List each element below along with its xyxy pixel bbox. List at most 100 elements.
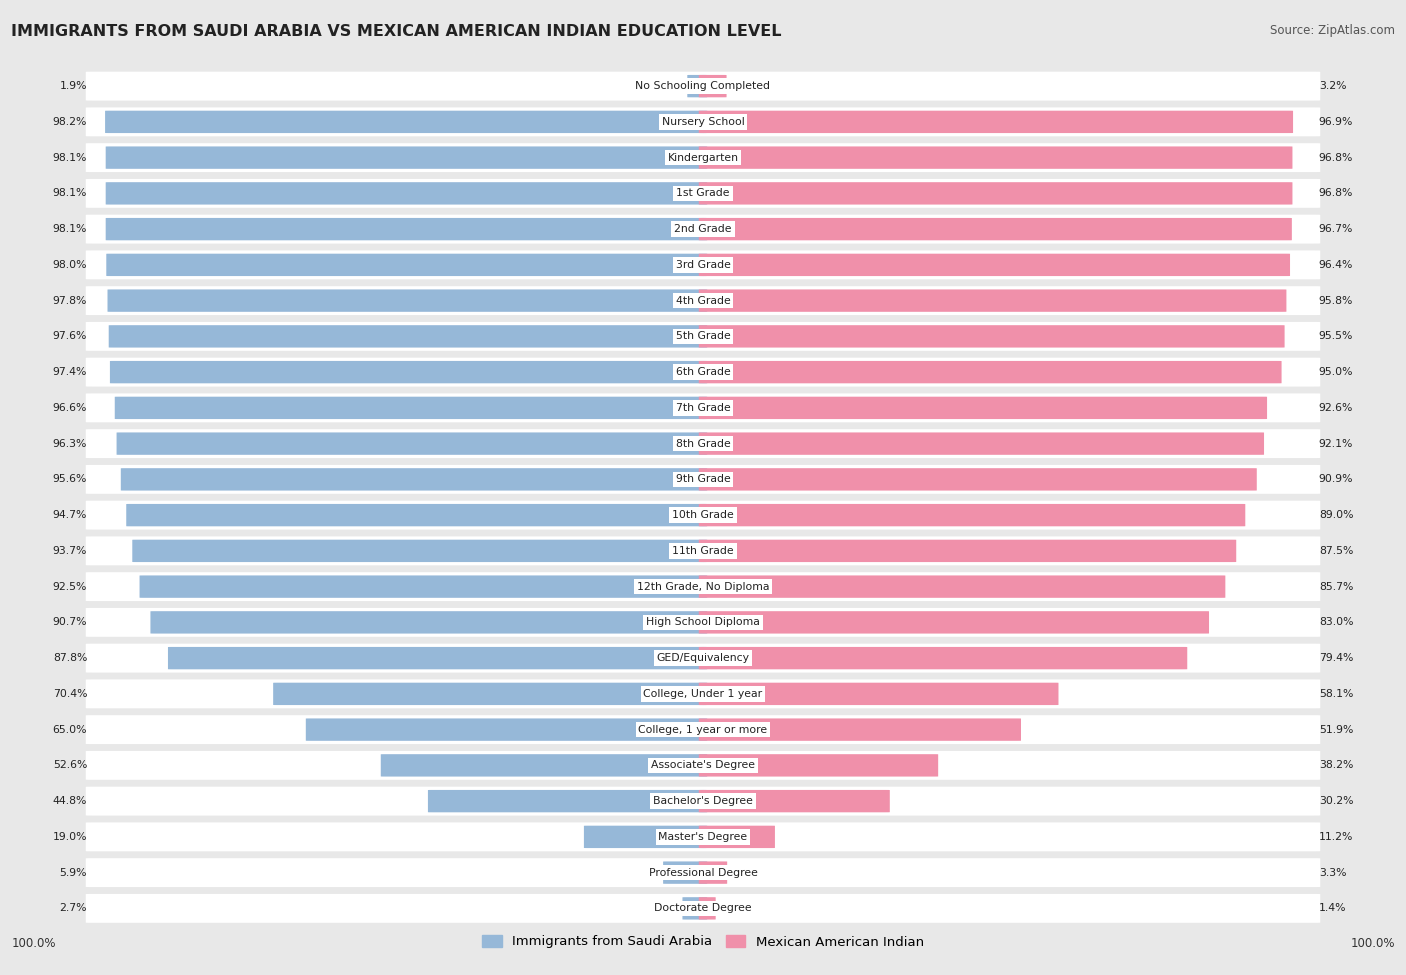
- Text: 1.9%: 1.9%: [59, 81, 87, 91]
- FancyBboxPatch shape: [699, 647, 1187, 669]
- Text: 96.8%: 96.8%: [1319, 188, 1353, 198]
- Text: Master's Degree: Master's Degree: [658, 832, 748, 841]
- FancyBboxPatch shape: [86, 751, 1320, 780]
- FancyBboxPatch shape: [682, 897, 707, 919]
- Text: 97.8%: 97.8%: [53, 295, 87, 305]
- Text: 92.5%: 92.5%: [53, 582, 87, 592]
- FancyBboxPatch shape: [699, 397, 1267, 419]
- FancyBboxPatch shape: [86, 72, 1320, 100]
- FancyBboxPatch shape: [305, 719, 707, 741]
- FancyBboxPatch shape: [105, 146, 707, 169]
- Text: 1.4%: 1.4%: [1319, 904, 1347, 914]
- FancyBboxPatch shape: [150, 611, 707, 634]
- Text: 52.6%: 52.6%: [53, 760, 87, 770]
- Text: 5th Grade: 5th Grade: [676, 332, 730, 341]
- Text: 90.7%: 90.7%: [52, 617, 87, 627]
- FancyBboxPatch shape: [381, 755, 707, 776]
- Text: Professional Degree: Professional Degree: [648, 868, 758, 878]
- FancyBboxPatch shape: [699, 755, 938, 776]
- FancyBboxPatch shape: [688, 75, 707, 98]
- Text: 96.9%: 96.9%: [1319, 117, 1353, 127]
- FancyBboxPatch shape: [86, 179, 1320, 208]
- FancyBboxPatch shape: [167, 647, 707, 669]
- FancyBboxPatch shape: [86, 143, 1320, 172]
- FancyBboxPatch shape: [699, 575, 1226, 598]
- FancyBboxPatch shape: [86, 322, 1320, 351]
- FancyBboxPatch shape: [86, 787, 1320, 815]
- FancyBboxPatch shape: [699, 146, 1292, 169]
- Text: 8th Grade: 8th Grade: [676, 439, 730, 448]
- Text: 2.7%: 2.7%: [59, 904, 87, 914]
- Text: GED/Equivalency: GED/Equivalency: [657, 653, 749, 663]
- Text: IMMIGRANTS FROM SAUDI ARABIA VS MEXICAN AMERICAN INDIAN EDUCATION LEVEL: IMMIGRANTS FROM SAUDI ARABIA VS MEXICAN …: [11, 24, 782, 39]
- Text: 11th Grade: 11th Grade: [672, 546, 734, 556]
- Text: 51.9%: 51.9%: [1319, 724, 1353, 734]
- Text: 87.8%: 87.8%: [53, 653, 87, 663]
- FancyBboxPatch shape: [699, 611, 1209, 634]
- FancyBboxPatch shape: [664, 862, 707, 883]
- Text: 85.7%: 85.7%: [1319, 582, 1353, 592]
- Text: 12th Grade, No Diploma: 12th Grade, No Diploma: [637, 582, 769, 592]
- FancyBboxPatch shape: [107, 254, 707, 276]
- FancyBboxPatch shape: [115, 397, 707, 419]
- Text: 3.3%: 3.3%: [1319, 868, 1347, 878]
- Text: 7th Grade: 7th Grade: [676, 403, 730, 412]
- FancyBboxPatch shape: [127, 504, 707, 526]
- Text: 95.5%: 95.5%: [1319, 332, 1353, 341]
- FancyBboxPatch shape: [699, 75, 727, 98]
- Text: No Schooling Completed: No Schooling Completed: [636, 81, 770, 91]
- Text: 97.6%: 97.6%: [53, 332, 87, 341]
- FancyBboxPatch shape: [86, 608, 1320, 637]
- Text: 4th Grade: 4th Grade: [676, 295, 730, 305]
- FancyBboxPatch shape: [110, 361, 707, 383]
- Text: 96.7%: 96.7%: [1319, 224, 1353, 234]
- Text: 2nd Grade: 2nd Grade: [675, 224, 731, 234]
- Text: 96.6%: 96.6%: [53, 403, 87, 412]
- FancyBboxPatch shape: [108, 326, 707, 347]
- FancyBboxPatch shape: [86, 251, 1320, 279]
- FancyBboxPatch shape: [699, 433, 1264, 454]
- FancyBboxPatch shape: [86, 501, 1320, 529]
- FancyBboxPatch shape: [86, 107, 1320, 136]
- Text: 93.7%: 93.7%: [53, 546, 87, 556]
- Text: 98.1%: 98.1%: [53, 188, 87, 198]
- Text: Bachelor's Degree: Bachelor's Degree: [652, 797, 754, 806]
- Text: 11.2%: 11.2%: [1319, 832, 1353, 841]
- Text: Kindergarten: Kindergarten: [668, 153, 738, 163]
- Text: 98.0%: 98.0%: [52, 260, 87, 270]
- FancyBboxPatch shape: [699, 326, 1285, 347]
- FancyBboxPatch shape: [583, 826, 707, 848]
- FancyBboxPatch shape: [699, 111, 1294, 133]
- Text: 3.2%: 3.2%: [1319, 81, 1347, 91]
- Text: 96.3%: 96.3%: [53, 439, 87, 448]
- FancyBboxPatch shape: [699, 361, 1281, 383]
- Text: 58.1%: 58.1%: [1319, 689, 1353, 699]
- FancyBboxPatch shape: [86, 644, 1320, 673]
- FancyBboxPatch shape: [86, 894, 1320, 922]
- Text: 5.9%: 5.9%: [59, 868, 87, 878]
- Text: Nursery School: Nursery School: [662, 117, 744, 127]
- FancyBboxPatch shape: [86, 572, 1320, 601]
- Text: 9th Grade: 9th Grade: [676, 475, 730, 485]
- Text: 90.9%: 90.9%: [1319, 475, 1354, 485]
- Text: 87.5%: 87.5%: [1319, 546, 1353, 556]
- FancyBboxPatch shape: [86, 214, 1320, 244]
- Text: 98.1%: 98.1%: [53, 224, 87, 234]
- FancyBboxPatch shape: [86, 680, 1320, 708]
- FancyBboxPatch shape: [107, 290, 707, 312]
- Text: 100.0%: 100.0%: [1350, 937, 1395, 951]
- Text: College, Under 1 year: College, Under 1 year: [644, 689, 762, 699]
- FancyBboxPatch shape: [699, 218, 1292, 240]
- FancyBboxPatch shape: [86, 394, 1320, 422]
- Text: 79.4%: 79.4%: [1319, 653, 1353, 663]
- Text: 96.8%: 96.8%: [1319, 153, 1353, 163]
- Text: High School Diploma: High School Diploma: [647, 617, 759, 627]
- FancyBboxPatch shape: [86, 858, 1320, 887]
- FancyBboxPatch shape: [699, 182, 1292, 205]
- FancyBboxPatch shape: [117, 433, 707, 454]
- Text: 98.2%: 98.2%: [53, 117, 87, 127]
- Text: 44.8%: 44.8%: [53, 797, 87, 806]
- Text: 1st Grade: 1st Grade: [676, 188, 730, 198]
- FancyBboxPatch shape: [86, 823, 1320, 851]
- Text: 89.0%: 89.0%: [1319, 510, 1354, 520]
